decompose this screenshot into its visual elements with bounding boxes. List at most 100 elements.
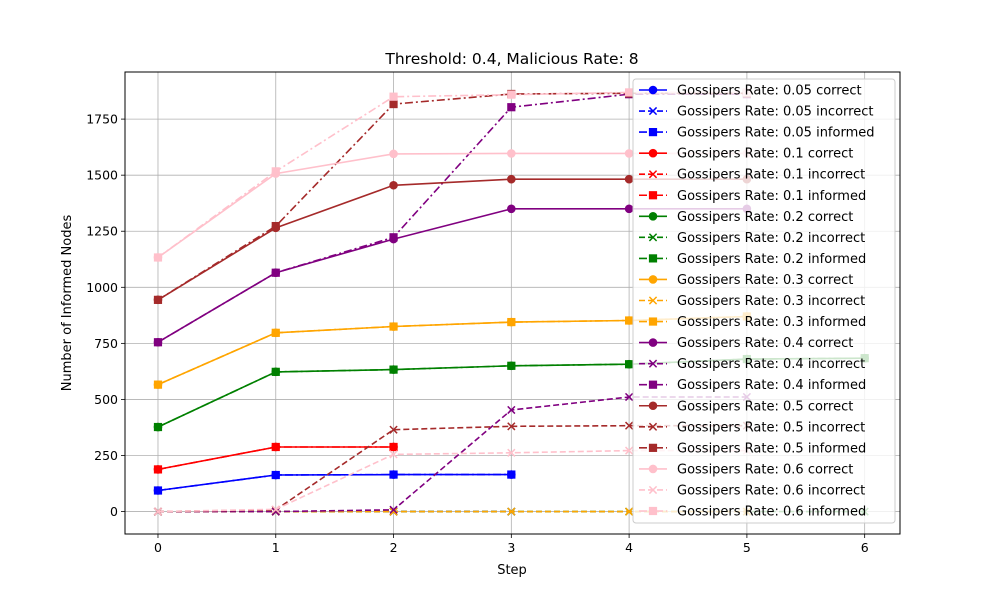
data-point — [389, 450, 398, 459]
data-point — [153, 380, 163, 389]
legend-marker — [648, 148, 658, 158]
data-point — [625, 360, 634, 369]
data-point — [153, 338, 163, 347]
series-line — [157, 473, 512, 492]
data-point — [507, 507, 516, 516]
data-point — [389, 149, 398, 159]
y-tick-label: 1750 — [86, 112, 118, 127]
x-tick-label: 2 — [390, 540, 398, 555]
data-point — [271, 507, 280, 516]
y-axis-label: Number of Informed Nodes — [60, 215, 75, 392]
legend-label: Gossipers Rate: 0.05 correct — [677, 84, 862, 99]
x-tick-label: 6 — [861, 540, 869, 555]
legend-marker — [648, 338, 658, 347]
series-line — [157, 449, 747, 513]
legend-item: Gossipers Rate: 0.3 incorrect — [639, 294, 865, 309]
legend-marker — [648, 296, 658, 305]
legend-item: Gossipers Rate: 0.6 incorrect — [639, 483, 865, 498]
legend-label: Gossipers Rate: 0.3 incorrect — [677, 294, 865, 309]
data-point — [624, 149, 634, 158]
legend-item: Gossipers Rate: 0.05 informed — [639, 126, 875, 141]
series-2 — [153, 470, 516, 495]
legend-label: Gossipers Rate: 0.6 informed — [677, 505, 866, 520]
data-point — [389, 505, 398, 514]
data-point — [507, 149, 516, 158]
data-point — [507, 422, 516, 431]
data-point — [507, 204, 516, 214]
data-point — [153, 486, 163, 495]
legend: Gossipers Rate: 0.05 correct Gossipers Ra… — [632, 78, 896, 524]
legend-item: Gossipers Rate: 0.6 informed — [639, 505, 866, 520]
legend-marker — [648, 254, 658, 263]
legend-item: Gossipers Rate: 0.4 incorrect — [639, 357, 865, 372]
data-point — [507, 103, 516, 112]
data-point — [624, 446, 634, 455]
legend-marker — [648, 317, 658, 326]
data-point — [625, 88, 634, 97]
series-19 — [153, 446, 752, 516]
legend-item: Gossipers Rate: 0.2 incorrect — [639, 231, 865, 246]
legend-label: Gossipers Rate: 0.4 incorrect — [677, 357, 865, 372]
x-tick-label: 5 — [743, 540, 751, 555]
legend-label: Gossipers Rate: 0.6 incorrect — [677, 483, 865, 498]
legend-marker — [648, 191, 658, 200]
legend-item: Gossipers Rate: 0.5 correct — [639, 399, 853, 414]
y-tick-label: 1250 — [86, 224, 118, 239]
legend-marker — [648, 485, 658, 495]
legend-marker — [648, 106, 658, 116]
legend-item: Gossipers Rate: 0.4 correct — [639, 336, 853, 351]
data-point — [153, 422, 163, 432]
legend-item: Gossipers Rate: 0.5 incorrect — [639, 420, 865, 435]
legend-label: Gossipers Rate: 0.1 informed — [677, 189, 866, 204]
legend-item: Gossipers Rate: 0.5 informed — [639, 441, 866, 456]
legend-label: Gossipers Rate: 0.2 correct — [677, 210, 853, 225]
legend-marker — [648, 212, 658, 221]
data-point — [389, 442, 398, 452]
y-tick-label: 0 — [110, 504, 118, 519]
legend-item: Gossipers Rate: 0.1 incorrect — [639, 168, 865, 183]
legend-marker — [648, 128, 658, 137]
legend-item: Gossipers Rate: 0.1 informed — [639, 189, 866, 204]
legend-label: Gossipers Rate: 0.2 informed — [677, 252, 866, 267]
data-point — [389, 507, 398, 516]
y-tick-label: 1500 — [86, 168, 118, 183]
legend-item: Gossipers Rate: 0.1 correct — [639, 147, 853, 162]
data-point — [271, 470, 280, 480]
data-point — [389, 233, 398, 242]
legend-label: Gossipers Rate: 0.3 informed — [677, 315, 866, 330]
series-5 — [153, 442, 398, 474]
y-tick-label: 250 — [94, 448, 118, 463]
data-point — [507, 470, 516, 479]
plot-frame — [124, 71, 901, 535]
data-point — [271, 268, 280, 277]
data-point — [271, 167, 280, 176]
data-point — [624, 204, 634, 214]
data-point — [389, 180, 398, 190]
data-point — [624, 421, 634, 430]
legend-item: Gossipers Rate: 0.3 informed — [639, 315, 866, 330]
data-point — [153, 507, 163, 516]
legend-label: Gossipers Rate: 0.4 correct — [677, 336, 853, 351]
chart-title: Threshold: 0.4, Malicious Rate: 8 — [384, 50, 638, 68]
legend-item: Gossipers Rate: 0.2 informed — [639, 252, 866, 267]
x-tick-label: 4 — [625, 540, 633, 555]
legend-label: Gossipers Rate: 0.5 informed — [677, 441, 866, 456]
x-tick-label: 1 — [272, 540, 280, 555]
legend-marker — [648, 506, 658, 516]
legend-item: Gossipers Rate: 0.3 correct — [639, 273, 853, 288]
legend-marker — [648, 275, 658, 284]
data-point — [624, 392, 634, 402]
data-point — [389, 425, 398, 434]
data-point — [389, 365, 398, 374]
data-point — [153, 465, 163, 474]
data-point — [389, 322, 398, 331]
legend-box — [632, 78, 896, 524]
data-point — [624, 174, 634, 184]
data-point — [271, 221, 280, 231]
series-line — [157, 93, 747, 343]
data-point — [153, 253, 163, 262]
data-point — [624, 507, 634, 516]
data-point — [389, 92, 398, 101]
data-point — [389, 470, 398, 479]
